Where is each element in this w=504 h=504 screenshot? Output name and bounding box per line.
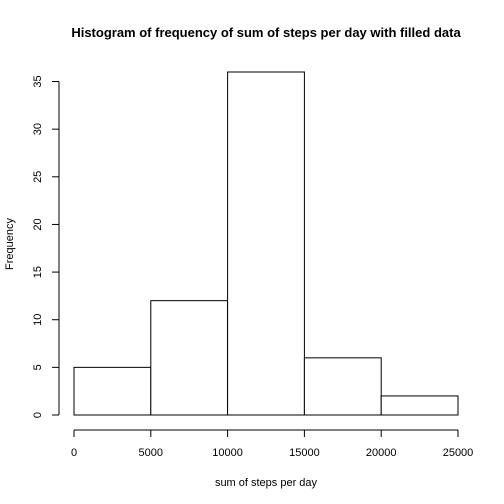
y-tick-label: 25 — [32, 171, 44, 183]
histogram-bar — [227, 71, 305, 416]
y-tick-label: 35 — [32, 75, 44, 87]
y-axis-label: Frequency — [4, 218, 16, 270]
histogram-bar — [150, 300, 229, 416]
bars-group — [73, 71, 459, 416]
histogram-bar — [303, 357, 382, 416]
x-tick-label: 15000 — [289, 447, 320, 459]
x-tick-label: 0 — [71, 447, 77, 459]
y-tick-label: 15 — [32, 266, 44, 278]
y-tick-label: 10 — [32, 314, 44, 326]
x-tick-label: 25000 — [443, 447, 474, 459]
x-tick-label: 10000 — [212, 447, 243, 459]
y-tick-label: 20 — [32, 218, 44, 230]
x-tick-label: 5000 — [139, 447, 163, 459]
histogram-bar — [73, 366, 152, 416]
histogram-bar — [380, 395, 459, 416]
x-axis-label: sum of steps per day — [215, 477, 318, 489]
y-axis: 0 5 10 15 20 25 30 35 — [32, 75, 60, 418]
x-axis: 0 5000 10000 15000 20000 25000 — [71, 429, 474, 459]
y-tick-label: 5 — [32, 364, 44, 370]
x-tick-label: 20000 — [366, 447, 397, 459]
y-tick-label: 30 — [32, 123, 44, 135]
y-tick-label: 0 — [32, 412, 44, 418]
chart-title: Histogram of frequency of sum of steps p… — [71, 25, 461, 40]
